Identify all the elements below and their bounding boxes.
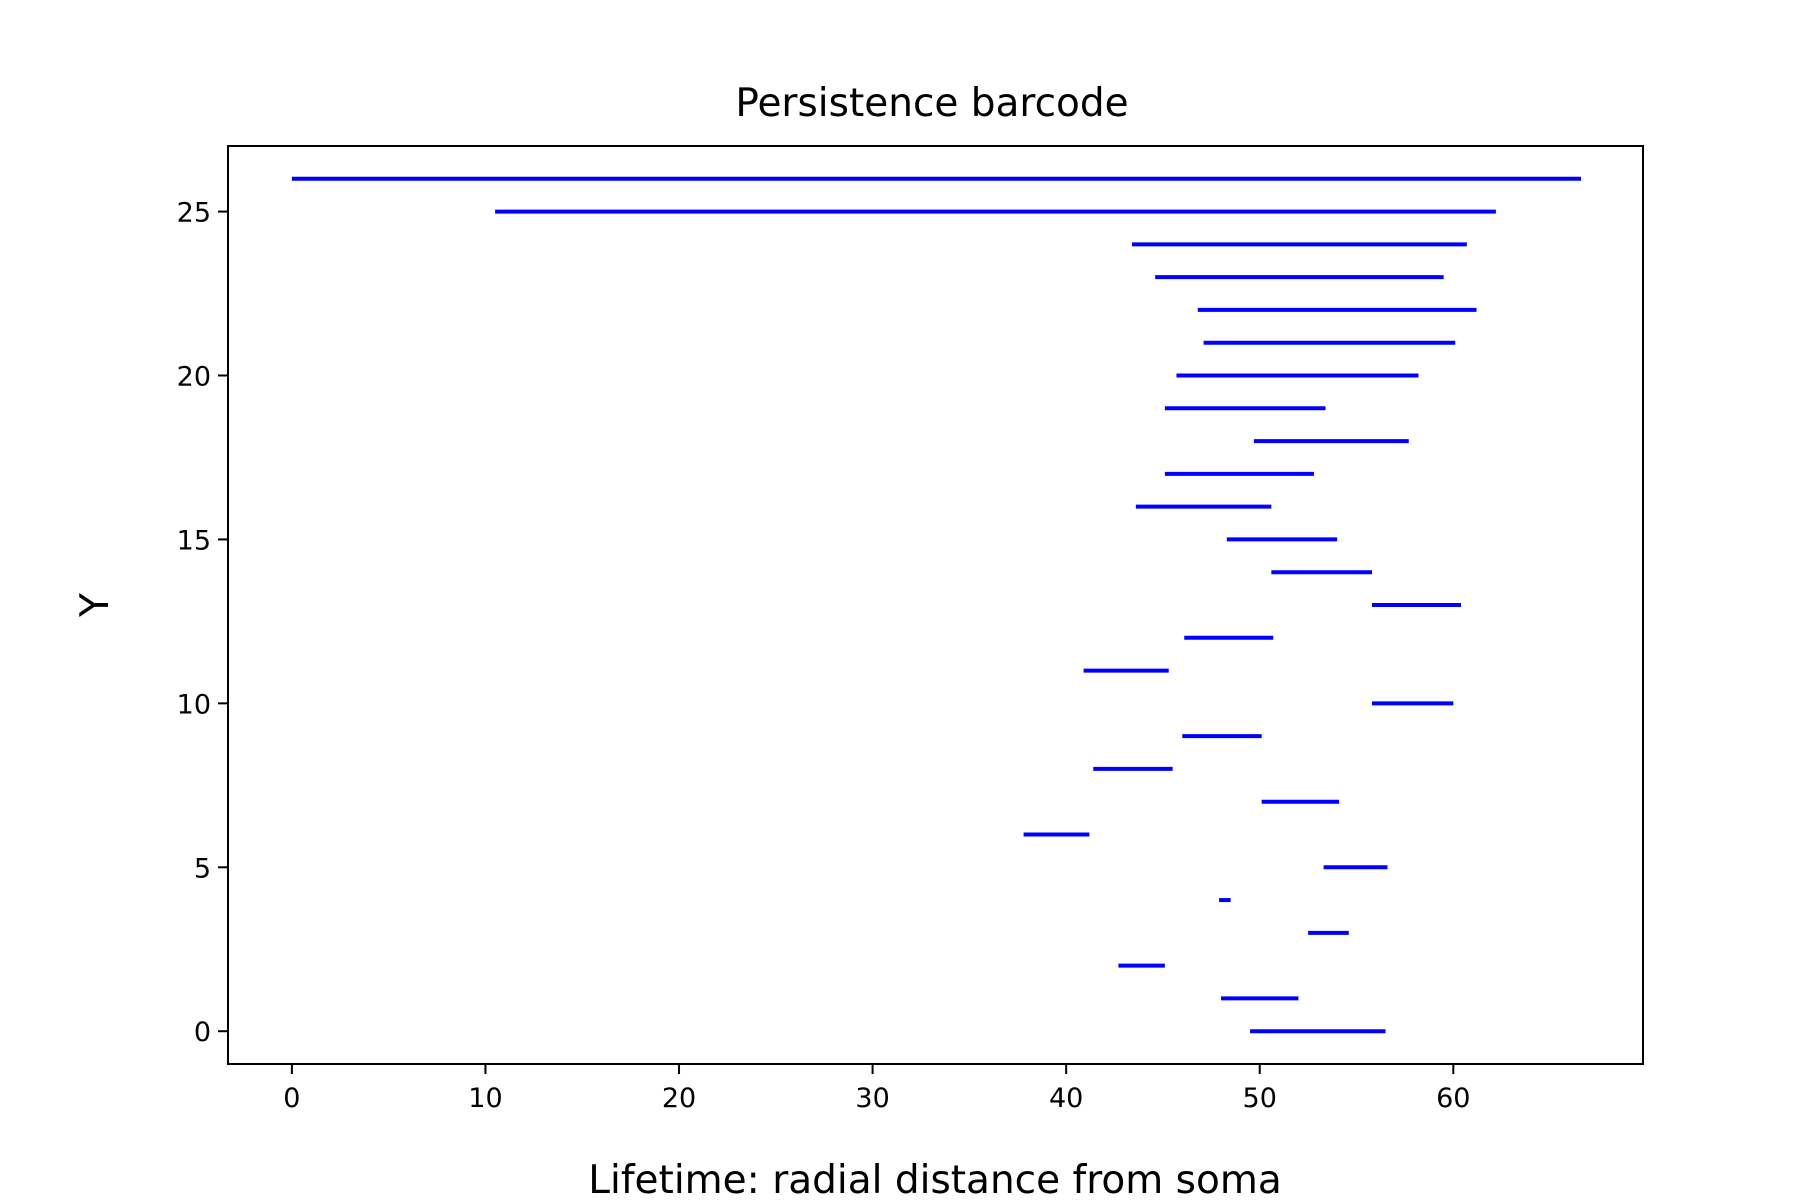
y-tick-label: 25 <box>177 198 211 229</box>
x-tick-label: 50 <box>1243 1083 1277 1114</box>
y-tick-label: 10 <box>177 689 211 720</box>
x-axis-ticks: 0 10 20 30 40 50 60 <box>283 1064 1470 1114</box>
x-tick-label: 40 <box>1049 1083 1083 1114</box>
x-axis-label: Lifetime: radial distance from soma <box>588 1158 1281 1200</box>
y-tick-label: 20 <box>177 362 211 393</box>
chart-title: Persistence barcode <box>735 81 1128 126</box>
x-tick-label: 0 <box>283 1083 300 1114</box>
y-axis-ticks: 0 5 10 15 20 25 <box>177 198 228 1048</box>
x-tick-label: 30 <box>855 1083 889 1114</box>
y-tick-label: 0 <box>194 1017 211 1048</box>
x-tick-label: 20 <box>662 1083 696 1114</box>
y-tick-label: 5 <box>194 853 211 884</box>
y-tick-label: 15 <box>177 525 211 556</box>
x-tick-label: 10 <box>468 1083 502 1114</box>
y-axis-label: Y <box>73 593 118 618</box>
bars-layer <box>291 176 1582 1034</box>
x-tick-label: 60 <box>1436 1083 1470 1114</box>
plot-frame <box>227 145 1644 1065</box>
